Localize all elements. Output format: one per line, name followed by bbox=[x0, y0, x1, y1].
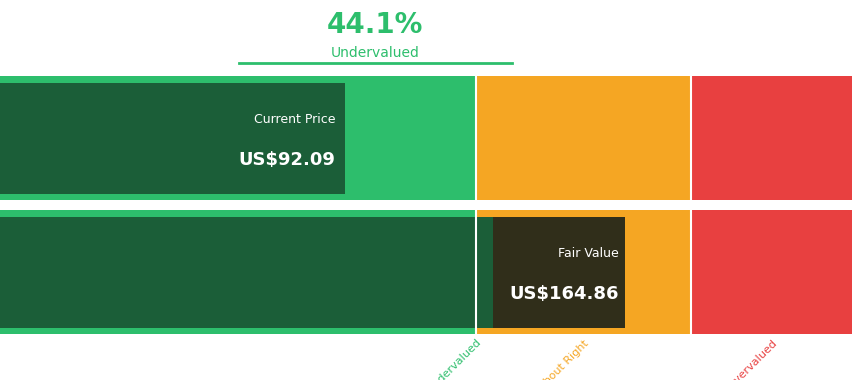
Text: Undervalued: Undervalued bbox=[331, 46, 419, 60]
Text: US$164.86: US$164.86 bbox=[509, 285, 618, 303]
Bar bbox=[0, 83, 345, 193]
Text: 20% Undervalued: 20% Undervalued bbox=[405, 338, 482, 380]
Text: 20% Overvalued: 20% Overvalued bbox=[705, 338, 778, 380]
Bar bbox=[690, 210, 852, 334]
Bar bbox=[475, 210, 690, 334]
Text: About Right: About Right bbox=[536, 338, 590, 380]
Text: US$92.09: US$92.09 bbox=[238, 151, 335, 169]
Bar bbox=[690, 76, 852, 201]
Text: 44.1%: 44.1% bbox=[327, 11, 423, 40]
Text: Current Price: Current Price bbox=[253, 113, 335, 126]
Bar bbox=[0, 217, 572, 328]
Text: Fair Value: Fair Value bbox=[557, 247, 618, 260]
Bar bbox=[0, 76, 475, 201]
Bar bbox=[0, 210, 475, 334]
Bar bbox=[492, 217, 625, 328]
Bar bbox=[475, 76, 690, 201]
